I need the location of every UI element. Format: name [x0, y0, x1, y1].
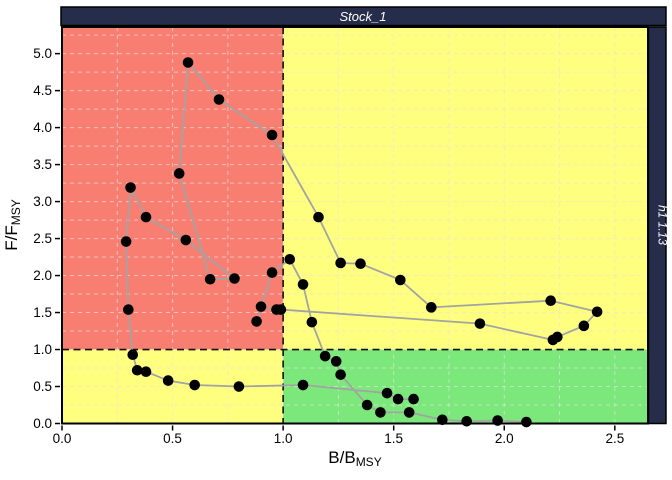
title-strip-background — [60, 6, 667, 27]
y-tick-label: 4.0 — [33, 120, 52, 135]
data-point — [251, 316, 262, 327]
y-tick-label: 2.0 — [33, 268, 52, 283]
quadrant-overfishing — [283, 27, 648, 350]
y-tick-label: 0.0 — [33, 416, 52, 431]
y-axis-ticks: 0.0 0.5 1.0 1.5 2.0 2.5 3.0 3.5 4.0 4.5 5.0 — [33, 46, 60, 431]
data-point — [180, 234, 192, 246]
x-axis-label: B/BMSY — [328, 448, 381, 469]
data-point — [319, 350, 331, 362]
stock-title: Stock_1 — [340, 9, 387, 24]
data-point — [335, 369, 346, 380]
data-point — [255, 301, 267, 312]
x-tick-label: 0.0 — [53, 431, 72, 446]
right-strip: h1 1.13 — [647, 26, 670, 425]
data-point — [140, 366, 152, 378]
data-point — [381, 387, 393, 399]
data-point — [545, 295, 557, 307]
y-tick-label: 3.0 — [33, 194, 52, 209]
data-point — [313, 211, 324, 223]
y-tick-label: 1.5 — [33, 305, 52, 320]
x-tick-label: 2.0 — [495, 431, 514, 446]
data-point — [408, 393, 419, 405]
data-point — [182, 57, 194, 68]
data-point — [335, 257, 346, 269]
x-axis-ticks: 0.0 0.5 1.0 1.5 2.0 2.5 — [53, 425, 624, 446]
y-axis-label: F/FMSY — [2, 199, 23, 251]
stock-trajectory — [120, 57, 603, 428]
y-tick-label: 2.5 — [33, 231, 52, 246]
data-point — [425, 302, 437, 313]
y-tick-label: 4.5 — [33, 83, 52, 98]
data-point — [521, 416, 532, 428]
data-point — [591, 306, 603, 318]
data-point — [213, 94, 225, 105]
data-point — [173, 168, 185, 179]
x-tick-label: 1.0 — [274, 431, 293, 446]
data-point — [266, 267, 278, 278]
quadrant-backgrounds — [62, 27, 648, 424]
x-tick-label: 0.5 — [163, 431, 182, 446]
data-point — [229, 273, 240, 284]
data-point — [131, 364, 143, 376]
data-point — [140, 211, 152, 223]
data-point — [306, 316, 318, 328]
y-tick-label: 5.0 — [33, 46, 52, 61]
data-point — [123, 304, 134, 315]
right-strip-label: h1 1.13 — [656, 205, 670, 245]
data-point — [266, 129, 278, 141]
data-point — [275, 304, 287, 315]
data-point — [189, 379, 200, 391]
data-point — [461, 415, 472, 427]
data-point — [392, 393, 404, 405]
x-tick-label: 1.5 — [384, 431, 403, 446]
data-point — [437, 414, 448, 426]
y-tick-label: 3.5 — [33, 157, 52, 172]
x-tick-label: 2.5 — [605, 431, 624, 446]
data-point — [552, 331, 563, 343]
title-strip: Stock_1 — [60, 6, 667, 27]
data-point — [355, 258, 366, 270]
data-point — [127, 349, 139, 361]
data-point — [375, 407, 386, 418]
data-point — [395, 274, 406, 286]
data-point — [297, 379, 309, 391]
y-tick-label: 0.5 — [33, 379, 52, 394]
data-point — [330, 356, 342, 367]
msy-reference-lines — [62, 27, 648, 424]
data-point — [297, 279, 309, 290]
data-point — [403, 407, 415, 418]
data-point — [361, 399, 373, 411]
right-strip-background — [647, 26, 667, 425]
data-point — [233, 381, 245, 392]
data-point — [284, 253, 296, 265]
data-point — [474, 318, 486, 329]
data-point — [204, 273, 216, 285]
data-point — [162, 375, 174, 386]
data-point — [120, 236, 132, 247]
data-point — [578, 320, 590, 332]
y-tick-label: 1.0 — [33, 342, 52, 357]
data-point — [125, 182, 136, 193]
gridlines — [62, 27, 648, 424]
